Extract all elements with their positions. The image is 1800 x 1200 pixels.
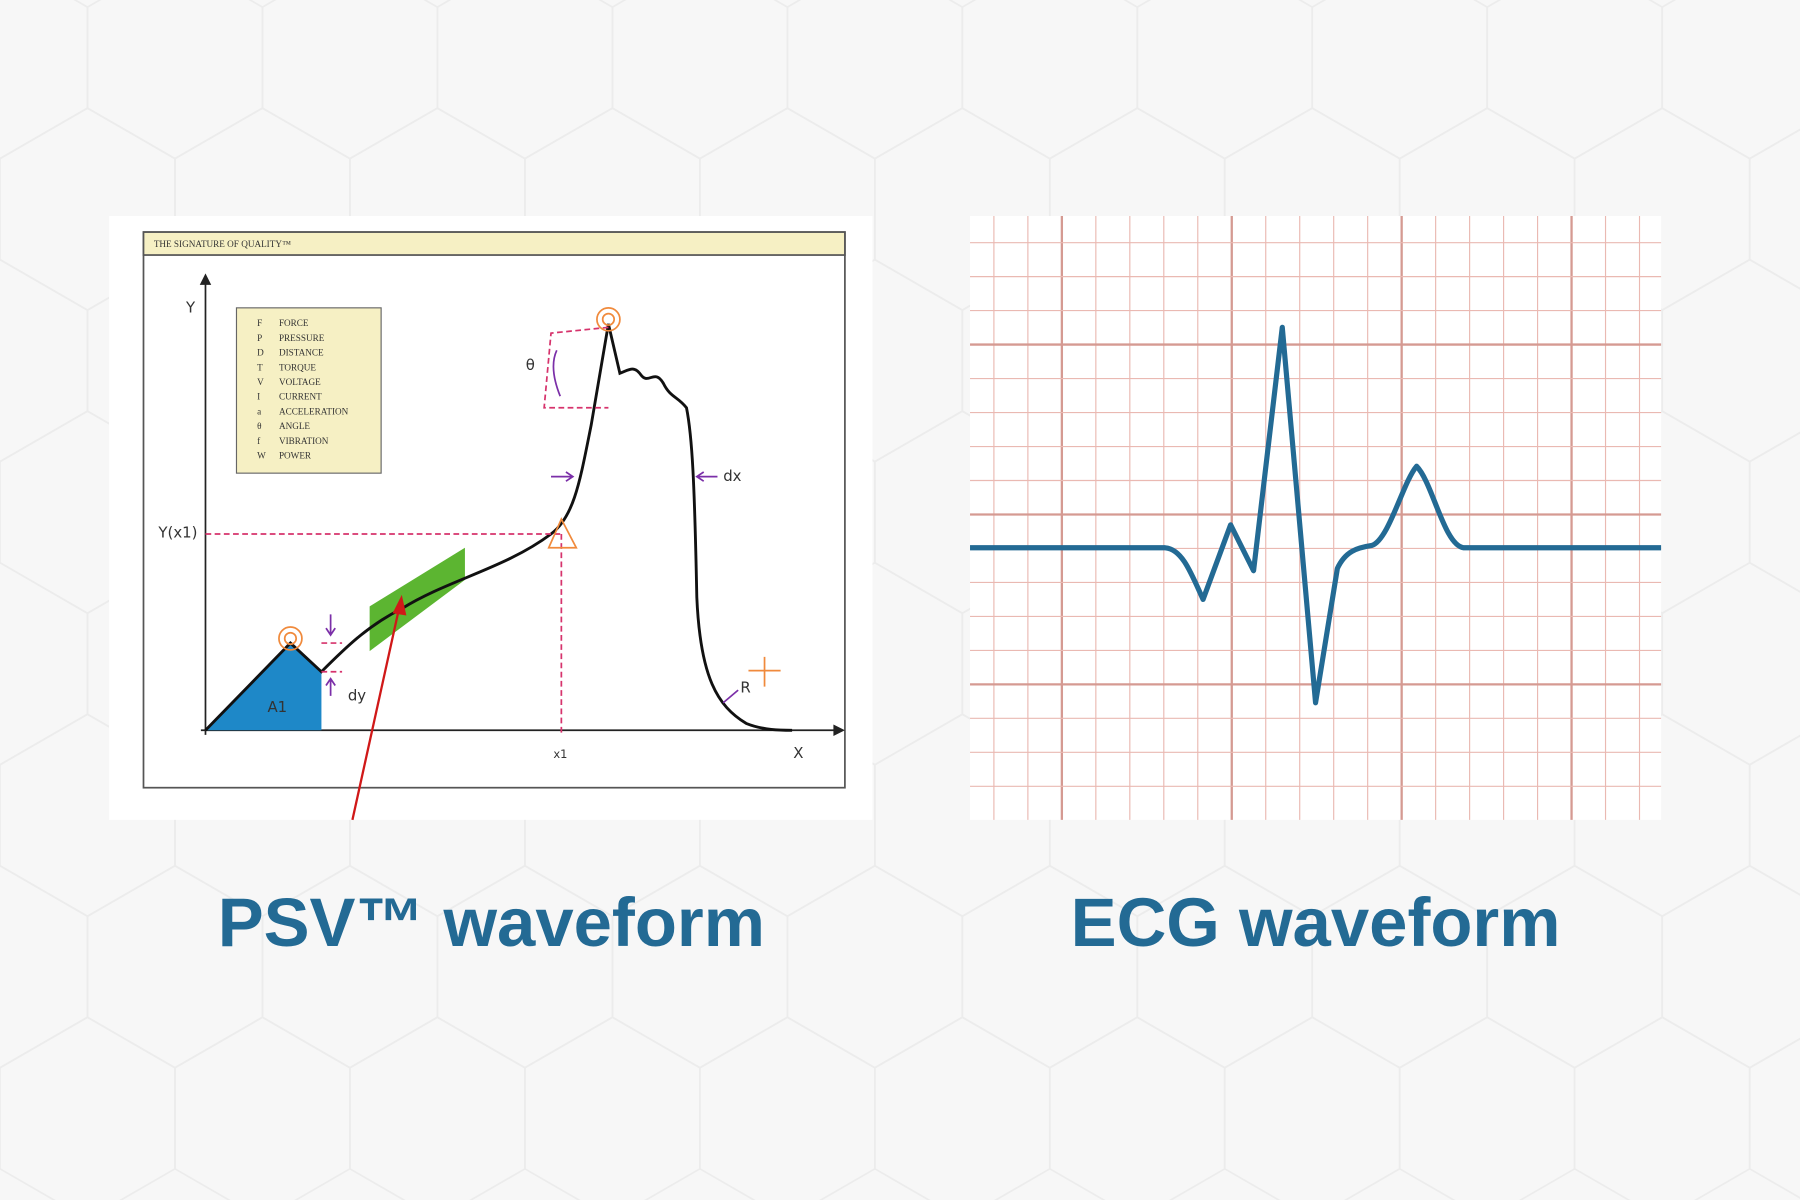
- ecg-grid: [970, 216, 1662, 820]
- legend-name: FORCE: [279, 318, 309, 328]
- psv-header-bar: [142, 231, 846, 256]
- legend-name: CURRENT: [279, 392, 322, 402]
- hexagon: [1748, 1037, 1800, 1199]
- hexagon: [873, 1016, 1051, 1200]
- psv-curve: [204, 323, 793, 732]
- psv-header: THE SIGNATURE OF QUALITY™: [154, 239, 291, 249]
- hexagon: [0, 258, 89, 463]
- legend-box: [235, 307, 382, 474]
- ecg-panel: [970, 216, 1662, 820]
- hexagon: [174, 1016, 351, 1200]
- angle-label: θ: [526, 356, 535, 374]
- legend-name: VOLTAGE: [279, 377, 321, 387]
- legend-symbol: I: [257, 392, 260, 402]
- legend-name: POWER: [279, 450, 312, 460]
- area-label: A1: [267, 698, 287, 716]
- y-axis-label: Y: [185, 298, 196, 316]
- legend-symbol: P: [257, 333, 262, 343]
- arrowhead: [199, 273, 212, 285]
- hexagon: [0, 864, 89, 1069]
- hexagon: [349, 1016, 526, 1200]
- hexagon: [1748, 734, 1800, 896]
- hexagon: [1748, 431, 1800, 593]
- hexagon: [0, 1016, 176, 1200]
- x-axis-label: X: [793, 744, 803, 762]
- hexagon: [1048, 1016, 1226, 1200]
- caption: ECG waveform: [1071, 884, 1561, 961]
- area-a1: [205, 643, 322, 731]
- hexagon: [261, 0, 439, 160]
- hexagon: [86, 0, 264, 160]
- legend-symbol: f: [257, 436, 261, 446]
- dy-label: dy: [348, 686, 366, 704]
- legend-name: DISTANCE: [279, 348, 324, 358]
- hexagon: [1661, 864, 1800, 1069]
- hexagon: [1661, 561, 1800, 766]
- hexagon: [786, 864, 964, 1069]
- legend-name: ACCELERATION: [279, 406, 349, 416]
- hexagon: [1486, 0, 1664, 160]
- hexagon: [523, 1016, 701, 1200]
- legend: F FORCE P PRESSURE D DISTANCE T TORQUE V VOLTAGE I…: [257, 318, 348, 460]
- hexagon: [1398, 1016, 1576, 1200]
- legend-symbol: a: [257, 406, 261, 416]
- x-marker-label: x1: [553, 747, 567, 761]
- hexagon: [0, 0, 89, 160]
- hexagon: [1311, 0, 1489, 160]
- caption: PSV™ waveform: [218, 884, 765, 961]
- markers: [278, 306, 781, 687]
- legend-name: ANGLE: [279, 421, 310, 431]
- arrowhead: [833, 724, 845, 737]
- legend-name: TORQUE: [279, 362, 316, 372]
- hexagon: [1573, 1016, 1751, 1200]
- hexagon: [699, 1016, 876, 1200]
- hexagon: [786, 0, 964, 160]
- legend-symbol: F: [257, 318, 262, 328]
- y-marker-label: Y(x1): [157, 523, 197, 541]
- dimension-arrows: [325, 349, 739, 704]
- hexagon: [611, 0, 789, 160]
- psv-diagram: THE SIGNATURE OF QUALITY™ Y X F FORCE P PRE…: [109, 216, 873, 821]
- hexagon: [1748, 128, 1800, 290]
- legend-symbol: W: [257, 450, 266, 460]
- hexagon: [1136, 0, 1314, 160]
- legend-symbol: T: [257, 362, 263, 372]
- legend-name: VIBRATION: [279, 436, 329, 446]
- hexagon: [1661, 258, 1800, 463]
- hexagon: [1661, 0, 1800, 160]
- guide-lines: [205, 326, 609, 735]
- radius-label: R: [740, 678, 750, 696]
- hexagon: [436, 0, 614, 160]
- hexagon: [0, 561, 89, 766]
- dx-label: dx: [723, 467, 741, 485]
- ecg-diagram: [970, 216, 1662, 820]
- legend-name: PRESSURE: [279, 333, 325, 343]
- legend-symbol: V: [257, 377, 264, 387]
- ecg-trace: [970, 324, 1662, 706]
- legend-symbol: D: [257, 348, 264, 358]
- hexagon: [961, 0, 1139, 160]
- hexagon: [1223, 1016, 1401, 1200]
- pointer-arrow: [351, 606, 401, 821]
- legend-symbol: θ: [257, 421, 261, 431]
- arrowhead: [392, 594, 407, 616]
